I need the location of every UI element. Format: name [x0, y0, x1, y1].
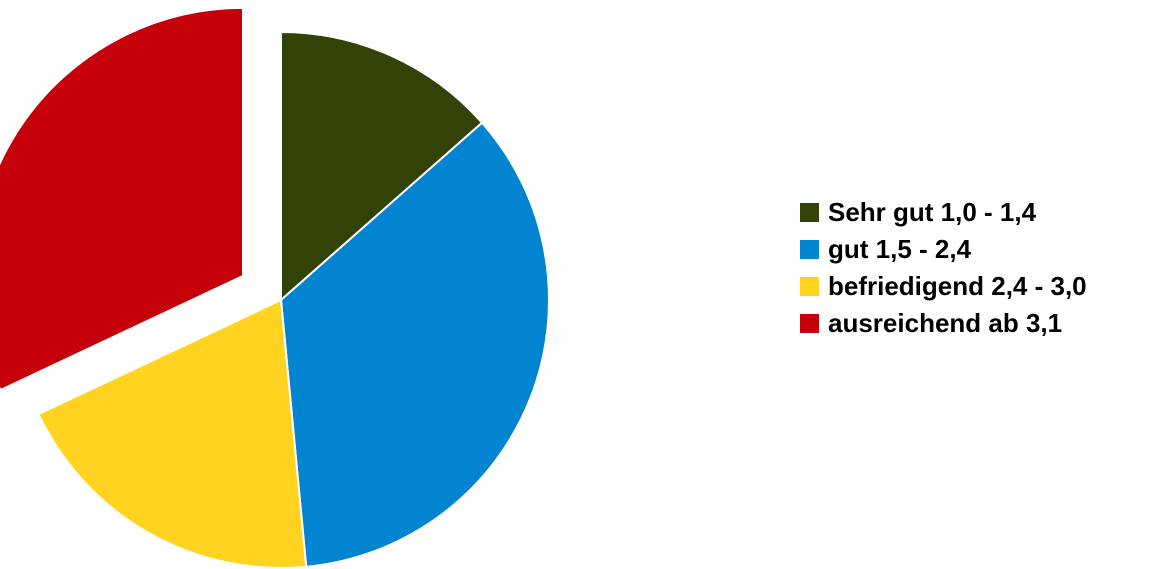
pie-slice-ausreichend [0, 6, 245, 391]
pie-slice-befriedigend [37, 299, 308, 569]
legend-item-sehr-gut: Sehr gut 1,0 - 1,4 [800, 194, 1087, 231]
legend-label-befriedigend: befriedigend 2,4 - 3,0 [828, 271, 1087, 301]
pie-chart [0, 6, 550, 569]
legend-label-sehr-gut: Sehr gut 1,0 - 1,4 [828, 197, 1037, 227]
legend-item-befriedigend: befriedigend 2,4 - 3,0 [800, 268, 1087, 305]
legend-swatch-sehr-gut [800, 203, 819, 222]
legend-item-ausreichend: ausreichend ab 3,1 [800, 305, 1087, 342]
legend-swatch-ausreichend [800, 314, 819, 333]
pie-slice-sehr-gut [280, 31, 484, 301]
legend: Sehr gut 1,0 - 1,4 gut 1,5 - 2,4 befried… [800, 194, 1087, 342]
legend-item-gut: gut 1,5 - 2,4 [800, 231, 1087, 268]
pie-slice-gut [280, 121, 550, 568]
legend-label-gut: gut 1,5 - 2,4 [828, 234, 972, 264]
legend-swatch-befriedigend [800, 277, 819, 296]
legend-label-ausreichend: ausreichend ab 3,1 [828, 308, 1063, 338]
legend-swatch-gut [800, 240, 819, 259]
